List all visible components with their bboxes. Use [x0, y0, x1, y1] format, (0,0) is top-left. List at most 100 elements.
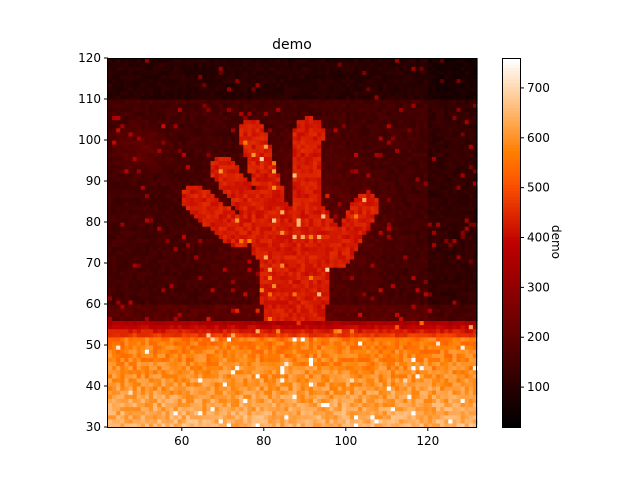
heatmap-cell [177, 250, 183, 256]
heatmap-cell [263, 345, 269, 350]
heatmap-cell [161, 381, 166, 387]
heatmap-cell [284, 271, 289, 276]
heatmap-cell [120, 418, 125, 424]
heatmap-cell [259, 246, 265, 252]
heatmap-cell [378, 381, 384, 387]
heatmap-cell [181, 386, 187, 391]
heatmap-cell [116, 263, 121, 268]
heatmap-cell [341, 324, 347, 330]
heatmap-cell [124, 230, 130, 235]
heatmap-cell [206, 308, 212, 313]
heatmap-cell [317, 287, 322, 293]
heatmap-cell [185, 357, 191, 362]
heatmap-cell [374, 357, 380, 362]
heatmap-cell [144, 238, 150, 244]
heatmap-cell [247, 304, 253, 309]
heatmap-cell [370, 353, 376, 358]
heatmap-cell [239, 287, 244, 293]
heatmap-cell [390, 271, 396, 276]
heatmap-cell [206, 394, 212, 399]
heatmap-cell [288, 377, 294, 383]
heatmap-cell [345, 304, 351, 309]
heatmap-cell [448, 279, 453, 285]
heatmap-cell [210, 271, 216, 276]
heatmap-cell [403, 349, 408, 354]
heatmap-cell [341, 308, 347, 313]
heatmap-cell [411, 217, 417, 223]
heatmap-cell [181, 279, 187, 285]
heatmap-cell [190, 345, 195, 350]
heatmap-cell [198, 328, 203, 334]
heatmap-cell [173, 312, 179, 317]
heatmap-cell [276, 373, 281, 379]
heatmap-cell [284, 394, 289, 399]
heatmap-cell [112, 349, 117, 354]
heatmap-cell [403, 336, 408, 342]
heatmap-cell [423, 361, 429, 367]
heatmap-cell [448, 209, 453, 215]
heatmap-cell [304, 250, 310, 256]
heatmap-cell [317, 386, 322, 391]
heatmap-cell [472, 390, 478, 395]
heatmap-cell [464, 336, 470, 342]
heatmap-cell [251, 365, 257, 371]
heatmap-cell [345, 316, 351, 321]
heatmap-cell [452, 316, 458, 321]
heatmap-cell [198, 349, 203, 354]
heatmap-cell [440, 398, 445, 403]
heatmap-cell [296, 226, 302, 231]
heatmap-cell [407, 390, 412, 395]
heatmap-cell [194, 390, 199, 395]
heatmap-cell [231, 205, 236, 211]
heatmap-cell [243, 275, 248, 280]
heatmap-cell [165, 406, 171, 412]
heatmap-cell [276, 398, 281, 403]
heatmap-cell [464, 328, 470, 334]
heatmap-cell [177, 201, 183, 207]
heatmap-cell [448, 349, 453, 354]
heatmap-cell [296, 246, 302, 252]
heatmap-cell [329, 217, 335, 223]
heatmap-cell [124, 287, 130, 293]
heatmap-cell [390, 390, 396, 395]
heatmap-cell [263, 263, 269, 268]
heatmap-cell [243, 422, 248, 428]
heatmap-cell [255, 197, 261, 203]
heatmap-cell [431, 357, 437, 362]
heatmap-cell [206, 390, 212, 395]
heatmap-cell [263, 234, 269, 239]
heatmap-cell [157, 422, 162, 428]
heatmap-cell [120, 222, 125, 227]
heatmap-cell [177, 271, 183, 276]
heatmap-cell [149, 320, 154, 326]
heatmap-cell [116, 353, 121, 358]
heatmap-cell [468, 275, 474, 280]
heatmap-cell [235, 320, 240, 326]
heatmap-cell [108, 402, 113, 408]
heatmap-cell [165, 283, 171, 289]
heatmap-cell [300, 422, 306, 428]
heatmap-cell [222, 217, 228, 223]
heatmap-cell [321, 275, 326, 280]
heatmap-cell [427, 271, 433, 276]
heatmap-cell [120, 316, 125, 321]
heatmap-cell [337, 361, 343, 367]
heatmap-cell [173, 386, 179, 391]
heatmap-cell [153, 234, 158, 239]
heatmap-cell [165, 381, 171, 387]
heatmap-cell [165, 361, 171, 367]
heatmap-cell [190, 369, 195, 375]
heatmap-cell [292, 263, 298, 268]
heatmap-cell [284, 369, 289, 375]
heatmap-cell [153, 418, 158, 424]
heatmap-cell [161, 349, 166, 354]
heatmap-cell [341, 353, 347, 358]
heatmap-cell [247, 398, 253, 403]
heatmap-cell [218, 390, 224, 395]
heatmap-cell [157, 308, 162, 313]
heatmap-cell [140, 209, 146, 215]
heatmap-cell [448, 304, 453, 309]
heatmap-cell [181, 418, 187, 424]
heatmap-cell [243, 201, 248, 207]
heatmap-cell [440, 263, 445, 268]
